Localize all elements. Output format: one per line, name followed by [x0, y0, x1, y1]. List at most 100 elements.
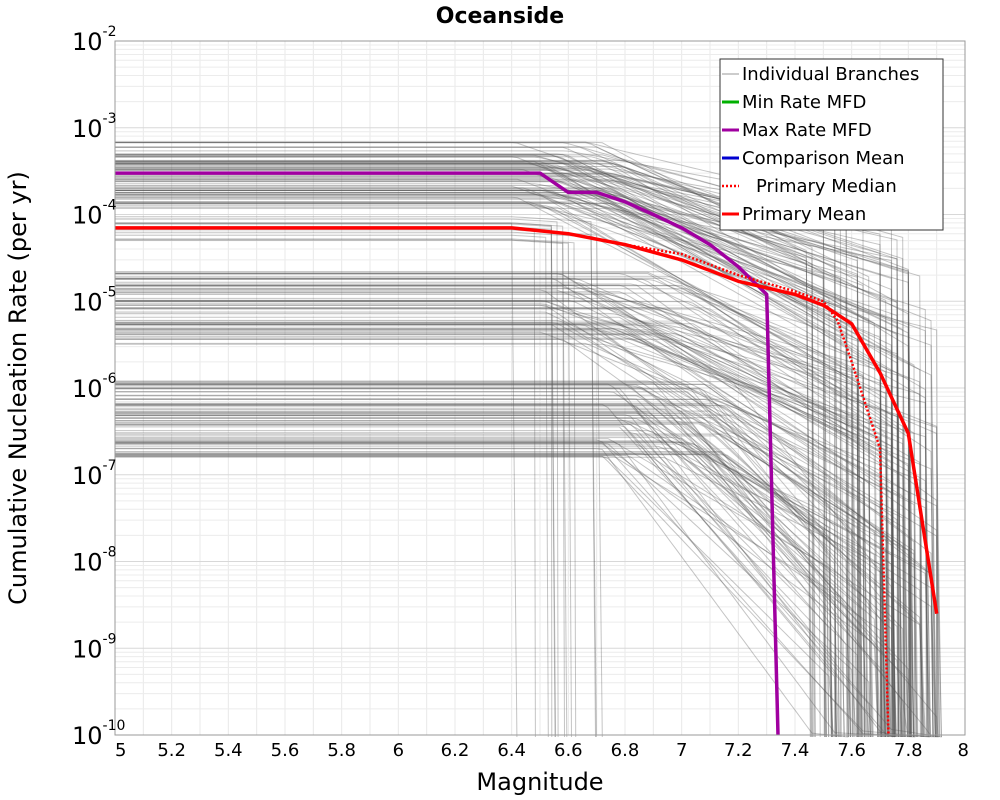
- branch-curve: [115, 222, 518, 738]
- branch-curve: [115, 343, 889, 738]
- branch-curve: [115, 333, 862, 738]
- x-tick-label: 7.2: [724, 740, 753, 761]
- legend-label: Comparison Mean: [742, 148, 905, 169]
- branch-curve: [115, 383, 917, 738]
- branch-curve: [115, 201, 934, 738]
- branch-curve: [115, 435, 837, 738]
- branch-curve: [115, 153, 879, 738]
- branch-curve: [115, 194, 884, 738]
- branch-curve: [115, 284, 858, 738]
- branch-curve: [115, 440, 869, 738]
- x-tick-label: 7.8: [894, 740, 923, 761]
- branch-curve: [115, 238, 577, 738]
- branch-curve: [115, 454, 882, 738]
- branch-curve: [115, 430, 867, 738]
- y-tick-label: 10-7: [72, 458, 117, 490]
- branch-curve: [115, 319, 916, 738]
- branch-curve: [115, 433, 881, 738]
- branch-curve: [115, 321, 938, 738]
- branch-curve: [115, 443, 879, 738]
- branch-curve: [115, 394, 933, 738]
- y-tick-label: 10-2: [72, 24, 117, 56]
- x-tick-label: 5.4: [214, 740, 243, 761]
- branch-curve: [115, 273, 908, 738]
- branch-curve: [115, 197, 848, 738]
- branch-curve: [115, 404, 854, 738]
- y-tick-label: 10-9: [72, 631, 117, 663]
- branch-curve: [115, 328, 874, 738]
- branch-curve: [115, 420, 827, 738]
- branch-curve: [115, 156, 830, 738]
- series-max-rate-mfd: [115, 171, 780, 736]
- branch-curve: [115, 283, 938, 738]
- branch-curve: [115, 291, 922, 738]
- x-tick-label: 7: [676, 740, 687, 761]
- branch-curve: [115, 155, 816, 738]
- x-tick-label: 6.4: [497, 740, 526, 761]
- branch-curve: [115, 423, 926, 738]
- branch-curve: [115, 381, 895, 738]
- branch-curve: [115, 289, 936, 738]
- branch-curve: [115, 424, 942, 738]
- branch-curve: [115, 307, 853, 738]
- branch-curve: [115, 329, 929, 738]
- branch-curve: [115, 420, 911, 738]
- legend-box: [719, 58, 944, 231]
- branch-curve: [115, 304, 931, 738]
- branch-curve: [115, 163, 894, 738]
- branch-curve: [115, 299, 912, 738]
- branch-curve: [115, 190, 937, 738]
- branch-curve: [115, 289, 909, 738]
- branch-curve: [115, 194, 928, 738]
- branch-curve: [115, 414, 929, 738]
- legend-label: Primary Median: [756, 176, 897, 197]
- branch-curve: [115, 304, 905, 738]
- branch-curve: [115, 146, 812, 738]
- branch-curve: [115, 391, 934, 738]
- grid-lines: [114, 41, 966, 736]
- y-tick-label: 10-10: [72, 718, 125, 750]
- branch-curve: [115, 412, 909, 738]
- branch-curve: [115, 395, 910, 738]
- branch-curve: [115, 325, 923, 738]
- branch-curve: [115, 179, 915, 738]
- summary-series: [115, 171, 939, 736]
- branch-curve: [115, 183, 903, 738]
- branch-curve: [115, 154, 840, 738]
- branch-curve: [115, 417, 889, 738]
- branch-curve: [115, 453, 839, 738]
- branch-curve: [115, 278, 873, 738]
- branch-curve: [115, 218, 559, 738]
- branch-curve: [115, 160, 916, 738]
- x-axis-ticks: 5 5.2 5.4 5.6 5.8 6 6.2 6.4 6.6 6.8 7 7.2 7.4 7.6 7.8 8: [115, 740, 969, 761]
- branch-curve: [115, 316, 906, 738]
- x-tick-label: 7.6: [837, 740, 866, 761]
- y-axis-ticks: 10-10 10-9 10-8 10-7 10-6 10-5 10-4 10-3 10-2: [72, 24, 125, 750]
- branch-curve: [115, 287, 868, 738]
- branch-curve: [115, 439, 939, 738]
- branch-curve: [115, 146, 814, 738]
- branch-curve: [115, 273, 889, 738]
- branch-curve: [115, 196, 842, 738]
- branch-curve: [115, 177, 899, 738]
- branch-curve: [115, 156, 827, 738]
- branch-curve: [115, 448, 849, 738]
- branch-curve: [115, 239, 568, 738]
- branch-curve: [115, 336, 932, 738]
- branch-curve: [115, 442, 857, 738]
- branch-curve: [115, 454, 833, 738]
- branch-curve: [115, 169, 865, 738]
- branch-curve: [115, 303, 883, 738]
- branch-curve: [115, 323, 866, 738]
- branch-curve: [115, 185, 888, 738]
- branch-curve: [115, 201, 903, 738]
- branch-curve: [115, 294, 854, 738]
- branch-curve: [115, 432, 859, 738]
- branch-curve: [115, 167, 923, 738]
- branch-curve: [115, 222, 565, 738]
- branch-curve: [115, 391, 851, 738]
- branch-curve: [115, 223, 556, 738]
- branch-curve: [115, 284, 890, 738]
- branch-curve: [115, 308, 858, 738]
